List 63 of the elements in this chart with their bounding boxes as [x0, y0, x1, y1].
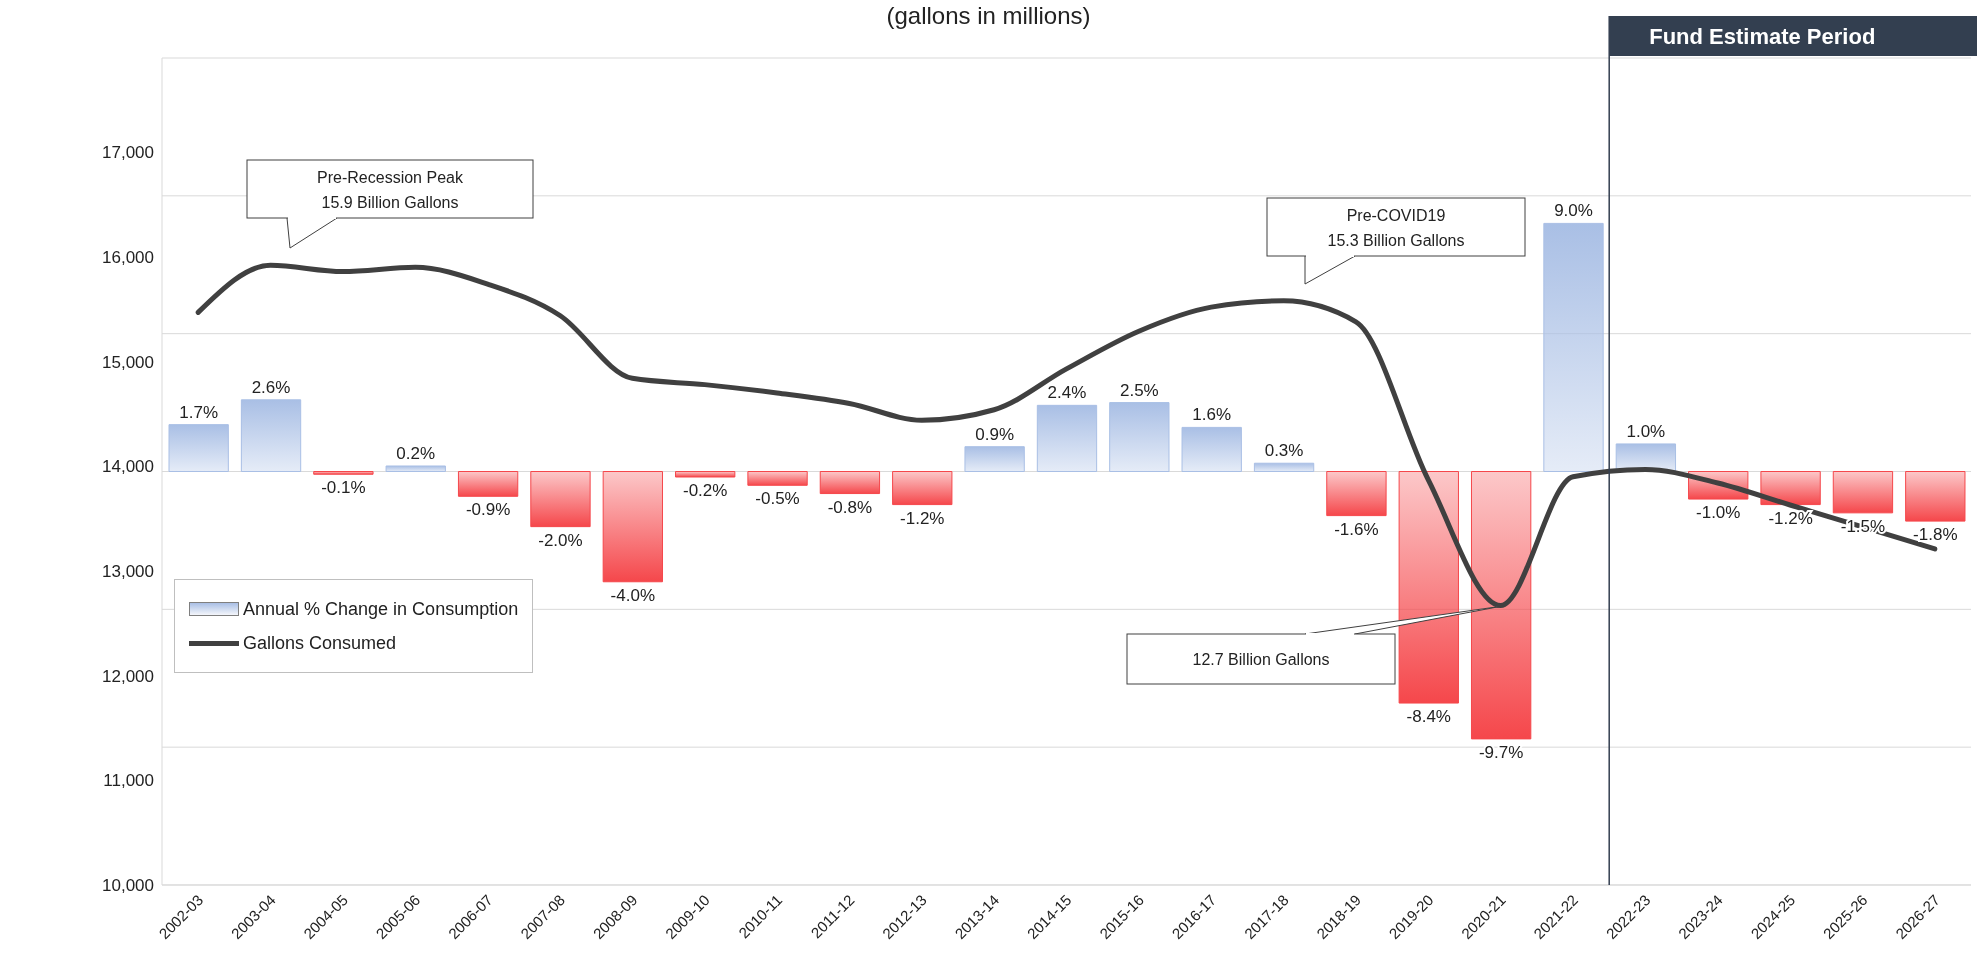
data-label: -0.2% [682, 481, 728, 501]
y-tick-label: 13,000 [102, 561, 154, 581]
data-label: -1.6% [1334, 519, 1379, 539]
data-label: -9.7% [1478, 742, 1524, 762]
data-label: 1.6% [1192, 405, 1232, 425]
bar [168, 424, 229, 472]
bar [1543, 222, 1604, 472]
legend-label: Annual % Change in Consumption [243, 598, 519, 620]
bar [892, 471, 953, 506]
data-label: -1.8% [1913, 525, 1958, 545]
data-label: 0.2% [396, 443, 436, 463]
bar [385, 465, 446, 472]
bar [747, 471, 808, 486]
bar [1036, 404, 1098, 472]
legend-label: Gallons Consumed [243, 632, 397, 654]
bar [1832, 471, 1894, 514]
y-tick-label: 17,000 [102, 143, 154, 163]
chart-title: (gallons in millions) [886, 2, 1091, 29]
y-tick-label: 16,000 [102, 247, 154, 267]
data-label: -0.5% [755, 489, 800, 509]
data-label: 1.7% [179, 402, 219, 422]
bar [1905, 471, 1966, 522]
data-label: -2.0% [538, 530, 583, 550]
data-label: -0.1% [321, 478, 366, 498]
y-tick-label: 11,000 [103, 771, 154, 791]
bar [240, 399, 302, 472]
data-label: -4.0% [610, 585, 656, 605]
data-label: 2.5% [1119, 380, 1159, 400]
data-label: -0.8% [827, 497, 873, 517]
data-label: -8.4% [1406, 707, 1451, 727]
bar [1398, 471, 1459, 704]
bar [964, 446, 1025, 472]
bar [1470, 471, 1532, 740]
bar [1760, 471, 1821, 506]
bar [1253, 462, 1315, 472]
annotation: Pre-Recession Peak 15.9 Billion Gallons [317, 168, 464, 211]
y-tick-label: 14,000 [102, 457, 154, 477]
annotation: 12.7 Billion Gallons [1192, 651, 1330, 668]
bar [1181, 426, 1242, 472]
data-label: 2.4% [1047, 383, 1087, 403]
bar [602, 471, 663, 583]
bar [819, 471, 881, 495]
bar [1109, 402, 1170, 472]
data-label: 0.3% [1264, 441, 1304, 461]
y-tick-label: 15,000 [102, 352, 154, 372]
y-tick-label: 10,000 [102, 876, 154, 896]
data-label: -1.0% [1696, 503, 1741, 523]
annotation: Pre-COVID19 15.3 Billion Gallons [1327, 206, 1465, 249]
data-label: 9.0% [1554, 201, 1593, 221]
bar [457, 471, 519, 497]
data-label: -1.2% [900, 508, 945, 528]
y-tick-label: 12,000 [102, 666, 154, 686]
bar [1326, 471, 1387, 517]
data-label: -0.9% [465, 500, 511, 520]
data-label: 2.6% [251, 377, 291, 397]
bar [530, 471, 591, 528]
ref-line-label: Fund Estimate Period [1649, 24, 1876, 49]
data-label: 0.9% [975, 424, 1014, 444]
data-label: -1.2% [1768, 508, 1813, 528]
bar [313, 471, 374, 475]
bar [675, 471, 736, 478]
callout-box: 12.7 Billion Gallons [1126, 605, 1502, 685]
data-label: 1.0% [1626, 421, 1666, 441]
